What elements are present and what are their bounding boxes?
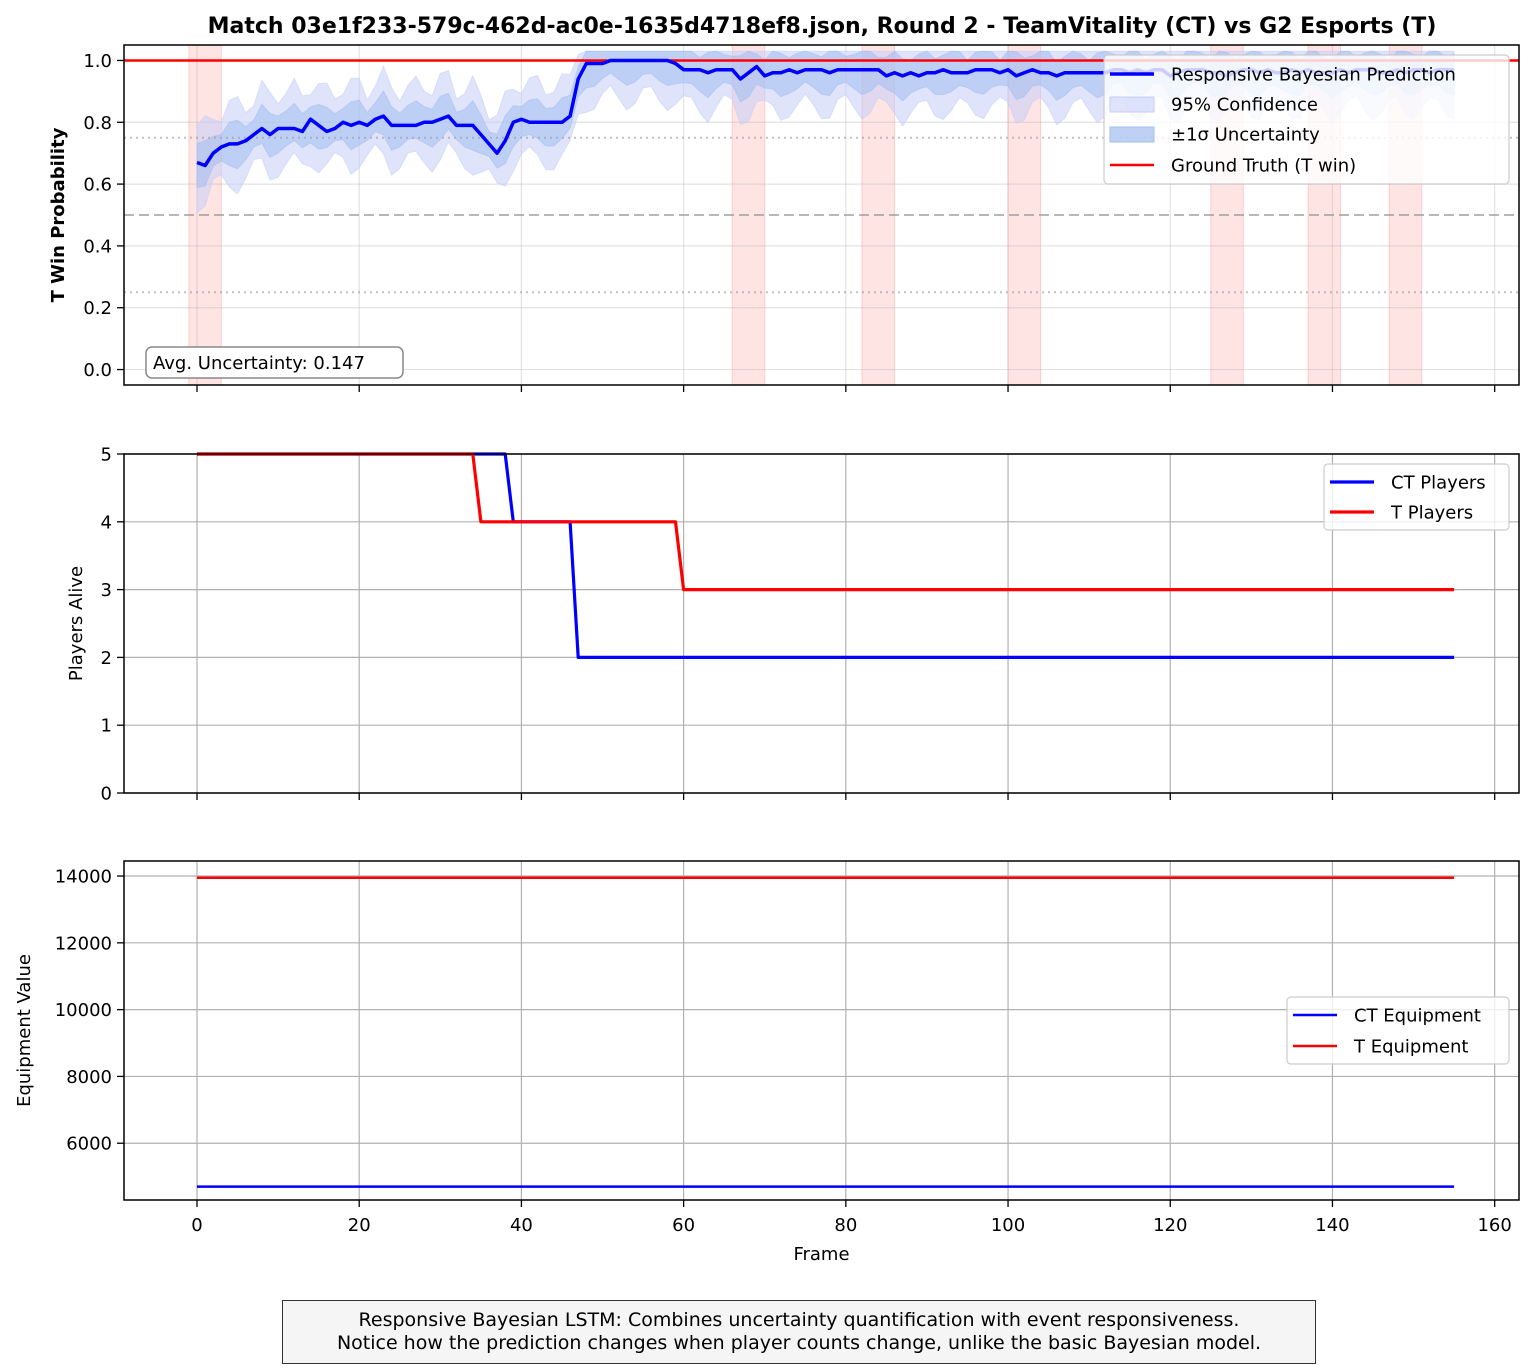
legend-label: 95% Confidence xyxy=(1171,95,1318,116)
x-tick-label: 40 xyxy=(510,1215,533,1236)
y-tick-label: 0.4 xyxy=(83,236,112,257)
equipment-value-panel: 6000 8000 10000 12000 14000 0 20 40 60 80 100 120 14… xyxy=(14,860,1520,1265)
legend-swatch xyxy=(1109,96,1155,113)
x-tick-label: 20 xyxy=(348,1215,371,1236)
y-axis-label: T Win Probability xyxy=(48,127,69,302)
caption-box: Responsive Bayesian LSTM: Combines uncer… xyxy=(282,1300,1316,1364)
y-tick-label: 1.0 xyxy=(83,51,112,72)
x-axis-label: Frame xyxy=(793,1244,849,1265)
y-tick-label: 3 xyxy=(101,580,112,601)
players-alive-panel: 0 1 2 3 4 5 Players Alive CT Players T Players xyxy=(66,445,1520,805)
y-tick-label: 0 xyxy=(101,784,112,805)
x-tick-label: 80 xyxy=(834,1215,857,1236)
y-tick-label: 5 xyxy=(101,445,112,466)
y-tick-label: 0.6 xyxy=(83,175,112,196)
annotation-box xyxy=(145,346,404,379)
axes-frame xyxy=(123,860,1520,1201)
legend-label: T Players xyxy=(1390,503,1473,524)
y-tick-label: 0.8 xyxy=(83,113,112,134)
legend-label: CT Players xyxy=(1391,473,1486,494)
y-tick-label: 4 xyxy=(101,512,112,533)
legend: CT Equipment T Equipment xyxy=(1286,996,1510,1065)
axes-frame xyxy=(123,44,1520,386)
legend-box xyxy=(1286,996,1510,1065)
legend-box xyxy=(1103,54,1510,185)
x-tick-label: 120 xyxy=(1153,1215,1187,1236)
caption-line-1: Responsive Bayesian LSTM: Combines uncer… xyxy=(358,1309,1240,1331)
y-tick-label: 10000 xyxy=(55,1000,112,1021)
x-tick-label: 160 xyxy=(1477,1215,1511,1236)
y-tick-label: 2 xyxy=(101,648,112,669)
x-tick-label: 60 xyxy=(672,1215,695,1236)
y-tick-label: 0.0 xyxy=(83,360,112,381)
y-tick-label: 8000 xyxy=(66,1067,112,1088)
y-axis-label: Players Alive xyxy=(66,566,87,681)
caption-line-2: Notice how the prediction changes when p… xyxy=(336,1332,1262,1354)
y-axis-label: Equipment Value xyxy=(14,954,35,1107)
legend-label: ±1σ Uncertainty xyxy=(1171,125,1320,146)
y-tick-label: 12000 xyxy=(55,933,112,954)
win-probability-panel: 0.0 0.2 0.4 0.6 0.8 1.0 T Win Probability Avg. … xyxy=(48,44,1520,392)
y-tick-label: 14000 xyxy=(55,867,112,888)
y-tick-label: 1 xyxy=(101,716,112,737)
ct-players-line xyxy=(197,452,1455,659)
legend: Responsive Bayesian Prediction 95% Confid… xyxy=(1103,54,1510,185)
y-tick-label: 6000 xyxy=(66,1134,112,1155)
legend: CT Players T Players xyxy=(1323,463,1510,531)
x-tick-label: 140 xyxy=(1315,1215,1349,1236)
legend-label: Responsive Bayesian Prediction xyxy=(1171,65,1456,86)
chart-title: Match 03e1f233-579c-462d-ac0e-1635d4718e… xyxy=(208,14,1437,39)
legend-swatch xyxy=(1109,126,1155,143)
x-tick-label: 100 xyxy=(991,1215,1025,1236)
legend-label: Ground Truth (T win) xyxy=(1171,156,1356,177)
y-tick-label: 0.2 xyxy=(83,298,112,319)
legend-label: CT Equipment xyxy=(1354,1006,1481,1027)
axes-frame xyxy=(123,453,1520,794)
annotation-text: Avg. Uncertainty: 0.147 xyxy=(153,353,365,374)
legend-label: T Equipment xyxy=(1353,1037,1468,1058)
x-tick-label: 0 xyxy=(191,1215,202,1236)
